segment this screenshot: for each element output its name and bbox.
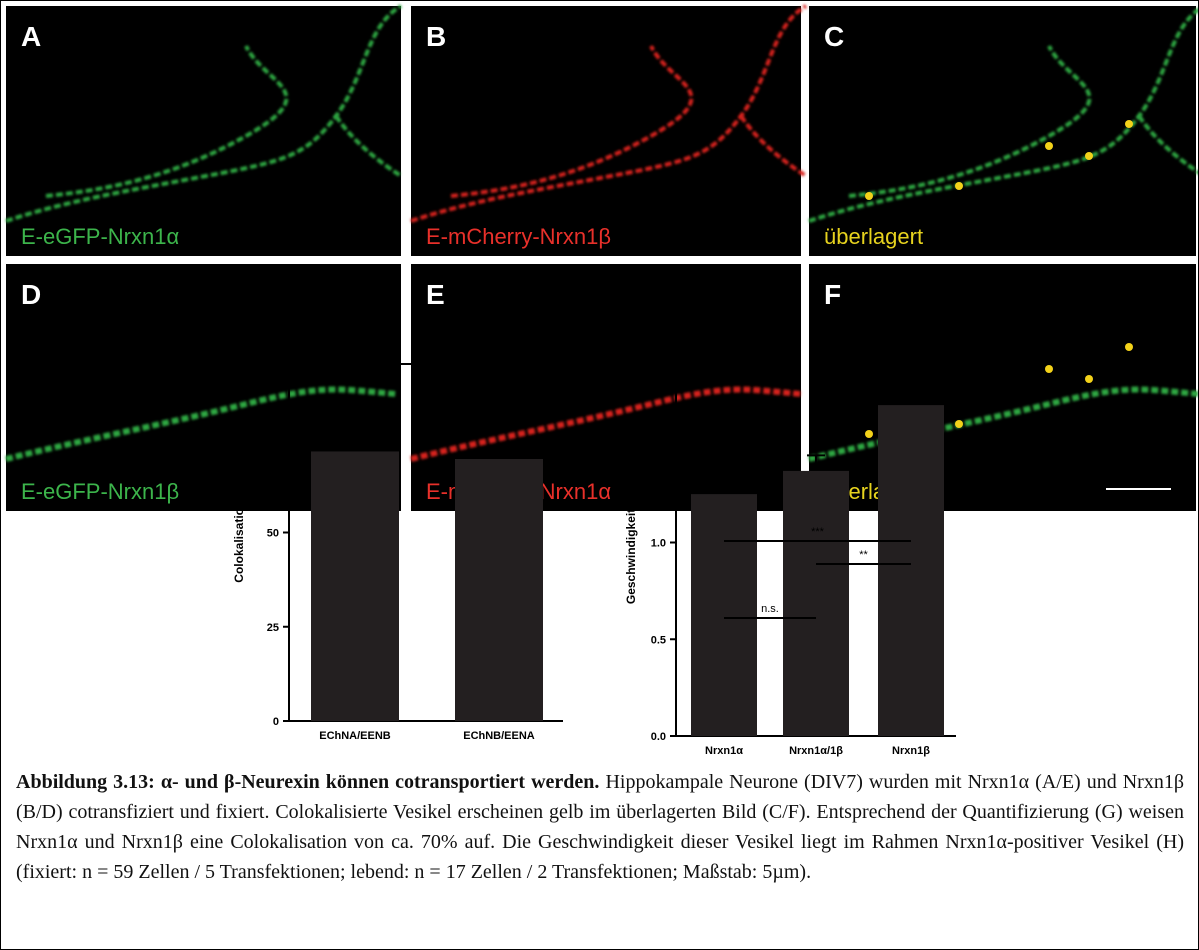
neurite	[739, 114, 808, 178]
y-tick-label: 0	[273, 716, 279, 728]
bar	[455, 458, 543, 721]
y-tick-label: 0.5	[651, 634, 666, 646]
x-tick-label: Nrxn1α/1β	[789, 745, 843, 757]
panel-letter: D	[21, 279, 41, 310]
channel-label: überlagert	[824, 224, 923, 249]
channel-label: E-mCherry-Nrxn1β	[426, 224, 611, 249]
y-axis-label: Colokalisation /%	[232, 483, 246, 583]
x-tick-label: EChNA/EENB	[319, 730, 391, 742]
y-tick-label: 100	[261, 339, 279, 351]
y-axis-label: Geschwindigkeit µm/s	[624, 478, 638, 605]
bar	[311, 451, 399, 721]
micrograph: A E-eGFP-Nrxn1α	[5, 4, 403, 256]
micrograph-background	[809, 6, 1196, 256]
channel-label: E-eGFP-Nrxn1α	[21, 224, 179, 249]
colocalized-vesicle	[1125, 120, 1133, 128]
y-tick-label: 50	[267, 528, 279, 540]
significance-label: n.s.	[418, 349, 436, 361]
colocalized-vesicle	[955, 420, 963, 428]
colocalized-vesicle	[1085, 375, 1093, 383]
micrograph: B E-mCherry-Nrxn1β	[410, 4, 808, 256]
colocalized-vesicle	[865, 192, 873, 200]
caption-text: Hippokampale Neurone (DIV7) wurden mit N…	[16, 771, 1184, 883]
neurite	[848, 45, 1092, 198]
neurite	[1137, 114, 1198, 175]
neurite	[334, 114, 403, 178]
panel-letter: A	[21, 21, 41, 52]
significance-label: n.s.	[761, 603, 779, 615]
panel-letter: F	[824, 279, 841, 310]
x-tick-label: EChNB/EENA	[463, 730, 535, 742]
micrograph-background	[411, 6, 801, 256]
colocalized-vesicle	[1045, 365, 1053, 373]
panel-letter: H	[614, 332, 634, 363]
bar	[878, 405, 944, 736]
panel-letter: C	[824, 21, 844, 52]
colocalized-vesicle	[865, 430, 873, 438]
neurite	[410, 4, 808, 223]
x-tick-label: Nrxn1β	[892, 745, 930, 757]
significance-label: ***	[811, 526, 825, 538]
micrograph-background	[6, 6, 401, 256]
colocalized-vesicle	[955, 182, 963, 190]
colocalized-vesicle	[1125, 343, 1133, 351]
y-tick-label: 1.0	[651, 538, 666, 550]
y-tick-label: 75	[267, 433, 279, 445]
channel-label: E-eGFP-Nrxn1β	[21, 479, 179, 504]
figure-graphics: A E-eGFP-Nrxn1α B E-mCherry-Nrxn1β Cüberlage…	[5, 4, 1198, 757]
caption-title: Abbildung 3.13: α- und β-Neurexin können…	[16, 771, 600, 793]
neurite	[45, 45, 289, 198]
y-tick-label: 25	[267, 622, 279, 634]
significance-label: **	[859, 549, 868, 561]
colocalized-vesicle	[1085, 152, 1093, 160]
bar	[691, 494, 757, 736]
caption: Abbildung 3.13: α- und β-Neurexin können…	[16, 767, 1184, 887]
colocalized-vesicle	[1045, 142, 1053, 150]
neurite	[5, 4, 403, 223]
y-tick-label: 1.5	[651, 441, 666, 453]
y-tick-label: 0.0	[651, 731, 666, 743]
y-tick-label: 2.0	[651, 344, 666, 356]
panel-letter: E	[426, 279, 445, 310]
bar	[783, 470, 849, 736]
neurite	[450, 45, 694, 198]
neurite	[808, 7, 1198, 223]
panel-letter: G	[219, 328, 241, 359]
x-tick-label: Nrxn1α	[705, 745, 743, 757]
panel-letter: B	[426, 21, 446, 52]
